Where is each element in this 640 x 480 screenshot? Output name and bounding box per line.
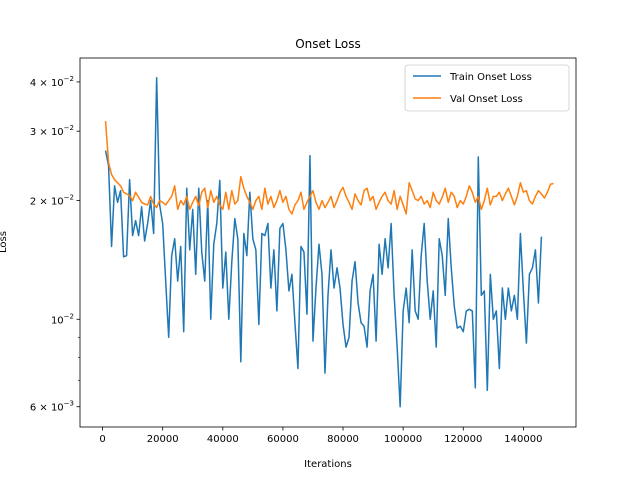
x-tick-label: 60000: [267, 434, 299, 445]
y-tick-label: 2 × 10−2: [30, 194, 74, 208]
plot-area: [79, 57, 577, 428]
x-tick-label: 120000: [444, 434, 482, 445]
plot-frame: [79, 57, 577, 428]
x-tick-label: 140000: [504, 434, 542, 445]
legend: Train Onset Loss Val Onset Loss: [404, 64, 570, 112]
x-axis: 0 20000 40000 60000 80000 100000 120000 140000: [99, 427, 542, 445]
series-line-0: [104, 76, 543, 408]
legend-label-val: Val Onset Loss: [450, 94, 523, 105]
series-line-1: [104, 121, 554, 215]
x-tick-label: 0: [99, 434, 105, 445]
y-axis-label: Loss: [0, 231, 9, 253]
y-tick-label: 3 × 10−2: [30, 124, 74, 138]
x-tick-label: 100000: [384, 434, 422, 445]
y-axis: 6 × 10−3 10−2 2 × 10−2 3 × 10−2 4 × 10−2: [30, 75, 80, 414]
x-tick-label: 40000: [207, 434, 239, 445]
chart-title: Onset Loss: [295, 37, 361, 51]
x-axis-label: Iterations: [304, 459, 352, 470]
legend-label-train: Train Onset Loss: [449, 72, 532, 83]
y-tick-label: 6 × 10−3: [30, 400, 74, 414]
y-tick-label: 4 × 10−2: [30, 75, 74, 89]
series-layer: [104, 76, 554, 408]
y-tick-label: 10−2: [51, 312, 74, 326]
x-tick-label: 20000: [147, 434, 179, 445]
legend-box: [404, 64, 570, 112]
x-tick-label: 80000: [327, 434, 359, 445]
